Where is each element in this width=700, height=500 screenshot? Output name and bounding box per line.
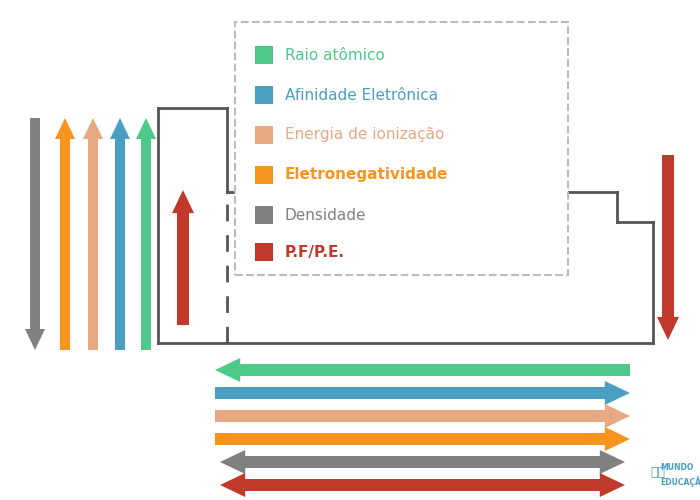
Polygon shape	[605, 404, 630, 428]
Polygon shape	[215, 358, 240, 382]
Polygon shape	[605, 427, 630, 451]
Polygon shape	[136, 118, 156, 139]
Polygon shape	[115, 139, 125, 350]
Polygon shape	[245, 479, 600, 491]
Bar	[255, 86, 273, 104]
Bar	[255, 243, 273, 261]
Polygon shape	[25, 329, 45, 350]
Polygon shape	[55, 118, 75, 139]
Bar	[255, 166, 273, 184]
Bar	[255, 206, 273, 224]
Polygon shape	[83, 118, 103, 139]
Polygon shape	[605, 381, 630, 405]
Polygon shape	[600, 450, 625, 474]
Polygon shape	[30, 118, 40, 329]
Bar	[255, 46, 273, 64]
Polygon shape	[215, 410, 605, 422]
Polygon shape	[60, 139, 70, 350]
Polygon shape	[215, 433, 605, 445]
Text: Energia de ionização: Energia de ionização	[285, 128, 444, 142]
Text: 人人: 人人	[650, 466, 665, 478]
Polygon shape	[657, 317, 679, 340]
Polygon shape	[141, 139, 151, 350]
Bar	[255, 126, 273, 144]
Polygon shape	[220, 473, 245, 497]
Polygon shape	[235, 22, 568, 275]
Text: P.F/P.E.: P.F/P.E.	[285, 244, 345, 260]
Polygon shape	[177, 213, 189, 325]
Polygon shape	[240, 364, 630, 376]
Polygon shape	[600, 473, 625, 497]
Polygon shape	[662, 155, 673, 317]
Polygon shape	[88, 139, 98, 350]
Text: Afinidade Eletrônica: Afinidade Eletrônica	[285, 88, 438, 102]
Text: Densidade: Densidade	[285, 208, 367, 222]
Polygon shape	[172, 190, 194, 213]
Polygon shape	[220, 450, 245, 474]
Text: Eletronegatividade: Eletronegatividade	[285, 168, 449, 182]
Polygon shape	[215, 387, 605, 399]
Text: Raio atômico: Raio atômico	[285, 48, 385, 62]
Polygon shape	[245, 456, 600, 468]
Text: MUNDO
EDUCAÇÃO: MUNDO EDUCAÇÃO	[660, 463, 700, 487]
Polygon shape	[110, 118, 130, 139]
